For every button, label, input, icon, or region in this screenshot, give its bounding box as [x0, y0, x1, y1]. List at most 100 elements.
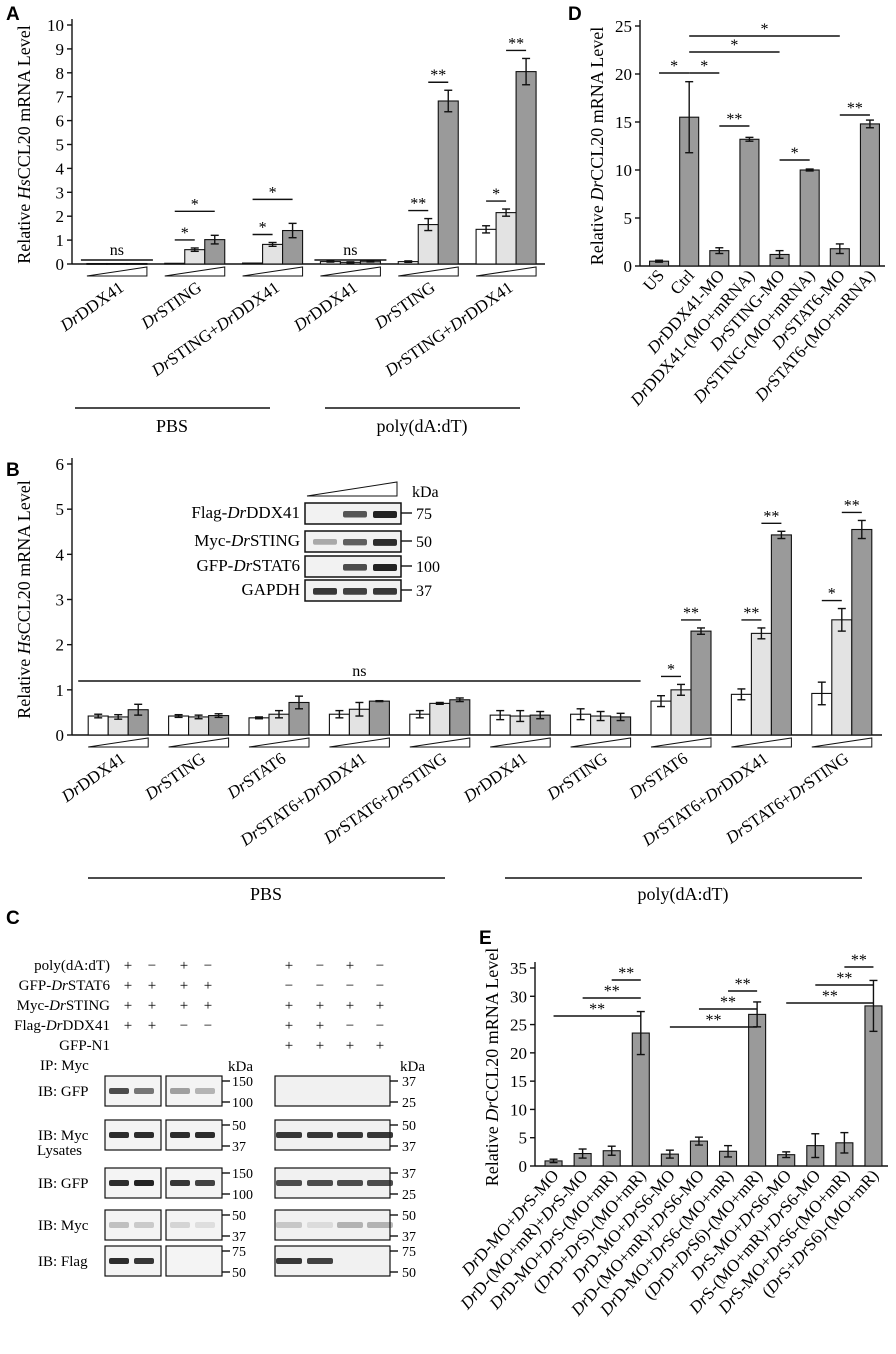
b-dose-wedge	[409, 737, 471, 748]
c-mw-label: 37	[402, 1167, 416, 1182]
c-condition-label-part: GFP-N1	[59, 1038, 110, 1054]
a-category-label: DrSTING+DrDDX41	[147, 278, 283, 381]
c-blot-band	[109, 1088, 129, 1094]
c-condition-label-part: DDX41	[63, 1018, 111, 1034]
c-blot-band	[367, 1180, 393, 1186]
c-blot-label: IB: GFP	[38, 1084, 88, 1100]
c-condition-sign: −	[180, 1018, 188, 1034]
b-poly-label: poly(dA:dT)	[638, 884, 729, 905]
d-y-tick-label: 15	[615, 113, 632, 132]
a-category-label-part: STING+	[164, 319, 224, 369]
c-condition-sign: +	[346, 958, 354, 974]
b-category-label-part: STAT6+	[336, 788, 394, 836]
c-condition-label: poly(dA:dT)	[34, 958, 110, 974]
c-mw-label: 75	[232, 1245, 246, 1260]
a-category-label: DrSTING+DrDDX41	[381, 278, 517, 381]
b-inset-band	[373, 588, 397, 595]
c-blot-band	[307, 1258, 333, 1264]
c-blot-band	[134, 1088, 154, 1094]
a-sig-mark: *	[181, 225, 189, 242]
d-y-axis-title-part: CCL20 mRNA Level	[587, 27, 607, 181]
a-y-axis-title-part: Hs	[14, 179, 34, 200]
c-blot-frame	[274, 1075, 391, 1107]
b-inset-row-label-part: Dr	[226, 503, 246, 522]
c-blot-band	[276, 1180, 302, 1186]
b-dose-wedge	[168, 737, 230, 748]
c-blot-band	[195, 1088, 215, 1094]
b-y-tick-label: 5	[56, 500, 65, 519]
d-y-tick-label: 10	[615, 161, 632, 180]
b-inset-row-label-part: DDX41	[246, 503, 300, 522]
b-category-label: DrDDX41	[57, 749, 128, 807]
b-bar-low	[168, 715, 190, 736]
b-category-label: DrSTAT6	[625, 749, 691, 803]
c-condition-label-part: GFP-	[19, 978, 52, 994]
c-mw-label: 50	[402, 1266, 416, 1281]
a-y-tick-label: 3	[56, 183, 65, 202]
c-mw-label: 25	[402, 1096, 416, 1111]
d-y-tick-label: 20	[615, 65, 632, 84]
a-bar-low	[86, 262, 108, 265]
c-mw-label: 50	[402, 1119, 416, 1134]
b-inset-row-label-part: STAT6	[252, 556, 300, 575]
b-sig-mark: **	[763, 508, 779, 525]
b-inset-band	[373, 539, 397, 546]
b-bar-mid	[429, 702, 451, 736]
b-bar-high	[690, 630, 712, 736]
c-blot-band	[170, 1222, 190, 1228]
d-y-axis-title: Relative DrCCL20 mRNA Level	[587, 27, 607, 266]
b-bar-mid	[670, 689, 692, 736]
c-condition-sign: +	[124, 998, 132, 1014]
b-bar-high	[368, 700, 390, 736]
b-dose-wedge	[731, 737, 792, 748]
c-blot-label: IB: Myc	[38, 1128, 89, 1144]
b-category-label-part: STAT6	[239, 749, 289, 792]
e-sig-mark: **	[836, 970, 852, 987]
d-sig-mark: *	[670, 58, 678, 75]
a-sig-mark: *	[191, 196, 199, 213]
panel-label-d: D	[568, 4, 582, 25]
c-blot-label: IB: Myc	[38, 1218, 89, 1234]
b-bar-high	[851, 528, 873, 736]
c-blot-band	[134, 1180, 154, 1186]
a-bar-mid	[106, 262, 128, 265]
c-mw-label: 75	[402, 1245, 416, 1260]
b-category-label-part: STING	[157, 749, 209, 793]
c-condition-sign: −	[376, 958, 384, 974]
c-condition-label-part: Dr	[48, 998, 66, 1014]
c-condition-sign: +	[376, 1038, 384, 1054]
e-y-tick-label: 20	[510, 1044, 527, 1063]
d-y-axis-title-part: Dr	[587, 180, 607, 202]
b-inset-band	[373, 511, 397, 518]
a-bar-high	[126, 262, 148, 265]
e-sig-mark: **	[706, 1012, 722, 1029]
c-condition-sign: +	[285, 1018, 293, 1034]
c-blot-frame	[274, 1209, 391, 1241]
c-condition-sign: +	[346, 1038, 354, 1054]
c-blot-band	[276, 1132, 302, 1138]
a-y-tick-label: 2	[56, 207, 65, 226]
c-blot-band	[337, 1180, 363, 1186]
b-inset-mw-label: 50	[416, 534, 432, 551]
c-condition-sign: +	[148, 998, 156, 1014]
a-dose-wedge	[476, 266, 537, 277]
c-blot-frame	[104, 1209, 162, 1241]
b-bar-high	[449, 699, 471, 736]
c-mw-label: 37	[232, 1140, 246, 1155]
c-condition-sign: −	[148, 958, 156, 974]
b-ns-mark: ns	[352, 663, 366, 680]
c-blot-band	[337, 1222, 363, 1228]
c-condition-sign: +	[376, 998, 384, 1014]
b-category-label-part: STAT6+	[654, 790, 712, 838]
a-bar-high	[437, 100, 459, 265]
c-condition-sign: −	[316, 978, 324, 994]
a-y-tick-label: 10	[47, 16, 64, 35]
c-mw-label: 50	[232, 1119, 246, 1134]
a-category-label: DrDDX41	[289, 278, 360, 336]
b-bar-low	[87, 715, 109, 736]
c-kda-left: kDa	[228, 1059, 253, 1075]
a-category-label-part: DDX41	[306, 278, 361, 324]
c-condition-sign: +	[285, 1038, 293, 1054]
b-inset-row-label-part: Flag-	[191, 503, 227, 522]
